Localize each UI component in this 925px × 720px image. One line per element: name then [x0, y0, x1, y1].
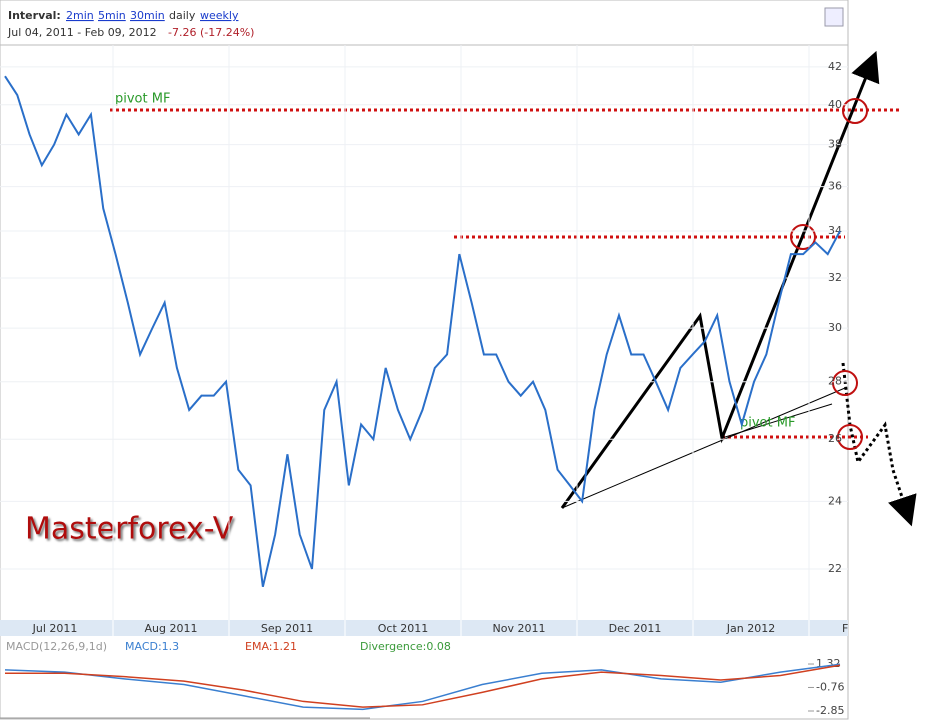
x-tick-label: Dec 2011: [609, 622, 662, 635]
y-tick-label: 40: [828, 98, 842, 111]
x-tick-label: Oct 2011: [378, 622, 429, 635]
y-tick-label: 22: [828, 562, 842, 575]
legend-entry: MACD:1.3: [125, 640, 179, 653]
price-line: [4, 663, 841, 711]
interval-link[interactable]: 30min: [130, 9, 165, 22]
trend-line: [721, 403, 833, 439]
x-tick-label: Jul 2011: [32, 622, 78, 635]
y-tick-label: -2.85: [816, 704, 844, 717]
interval-link[interactable]: 2min: [66, 9, 94, 22]
y-tick-label: 26: [828, 432, 842, 445]
change: -7.26 (-17.24%): [168, 26, 254, 39]
circle-mark: [837, 424, 863, 450]
y-tick-label: 32: [828, 271, 842, 284]
annotations: [110, 50, 917, 527]
circle-mark: [832, 370, 858, 396]
watermark: Masterforex-V: [25, 512, 234, 547]
wave-arrow-dotted: [841, 362, 917, 527]
circle-mark: [842, 98, 868, 124]
y-tick-label: 28: [828, 375, 842, 388]
y-tick-label: 42: [828, 60, 842, 73]
interval-link: daily: [169, 9, 196, 22]
divergence: Divergence:0.08: [360, 640, 451, 653]
price-line: [4, 75, 841, 588]
frame: [0, 0, 849, 720]
legend-entry: EMA:1.21: [245, 640, 297, 653]
wave-arrow: [560, 50, 880, 509]
macd-title: MACD(12,26,9,1d): [6, 640, 107, 653]
x-axis-strip: [0, 620, 848, 636]
y-tick-label: 34: [828, 224, 842, 237]
x-tick-label: Sep 2011: [261, 622, 313, 635]
annotation: pivot MF: [115, 92, 170, 107]
x-tick-label: Nov 2011: [493, 622, 546, 635]
price-line: [5, 664, 841, 708]
x-tick-label: Aug 2011: [145, 622, 198, 635]
date-range: Jul 04, 2011 - Feb 09, 2012: [7, 26, 157, 39]
interval-label: Interval:: [8, 9, 61, 22]
y-tick-label: 38: [828, 138, 842, 151]
expand-button[interactable]: [824, 7, 844, 27]
interval-link[interactable]: 5min: [98, 9, 126, 22]
y-tick-label: 36: [828, 180, 842, 193]
y-tick-label: -0.76: [816, 680, 844, 693]
interval-link[interactable]: weekly: [200, 9, 239, 22]
y-tick-label: 24: [828, 494, 842, 507]
circle-mark: [790, 224, 816, 250]
x-tick-label: Jan 2012: [726, 622, 775, 635]
x-tick-label: F: [842, 622, 848, 635]
trend-line: [561, 387, 846, 509]
y-tick-label: 30: [828, 321, 842, 334]
annotation: pivot MF: [740, 416, 795, 431]
